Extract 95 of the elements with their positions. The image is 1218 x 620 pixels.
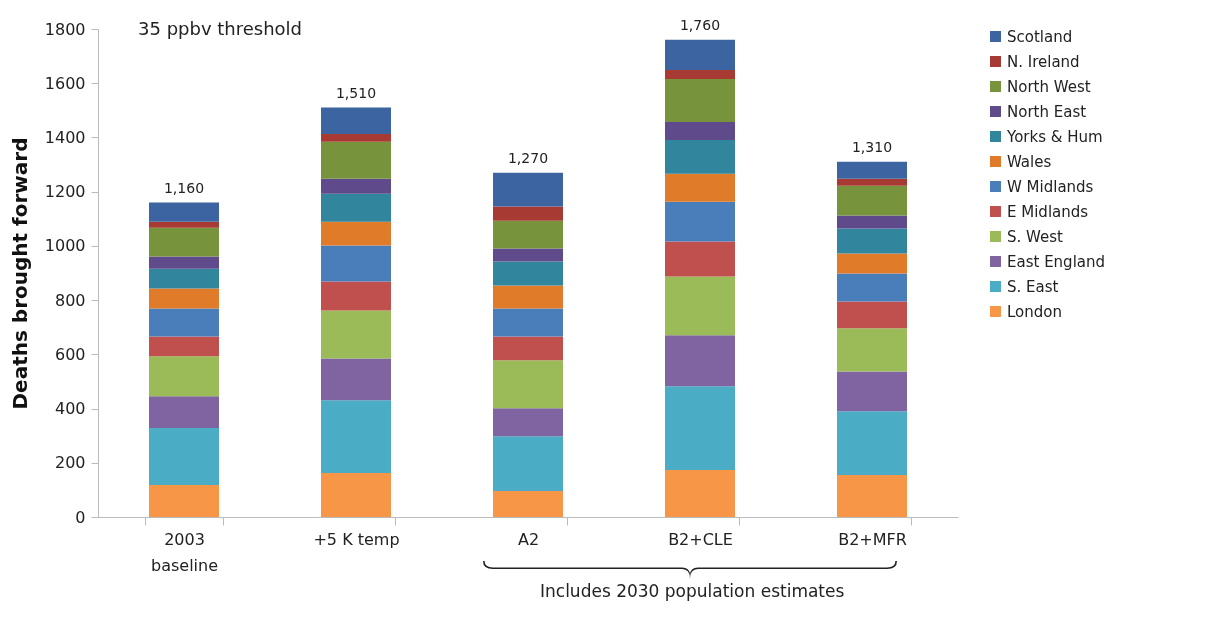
bar xyxy=(837,328,907,372)
x-tick-label: B2+CLE xyxy=(668,529,733,549)
bar xyxy=(149,428,219,486)
legend-label: North East xyxy=(1007,102,1087,121)
y-tick-label: 200 xyxy=(54,453,86,473)
bar xyxy=(837,301,907,329)
legend-label: N. Ireland xyxy=(1007,52,1080,71)
bar xyxy=(321,221,391,246)
x-tick-label: A2 xyxy=(517,529,540,549)
bar xyxy=(149,336,219,357)
y-tick-label: 400 xyxy=(54,399,86,419)
bar xyxy=(149,356,219,397)
bar xyxy=(665,241,735,277)
bar xyxy=(493,436,563,491)
legend-label: Wales xyxy=(1007,152,1052,171)
bar xyxy=(665,470,735,517)
y-tick-label: 800 xyxy=(54,290,86,310)
bar xyxy=(837,371,907,412)
bar xyxy=(321,178,391,194)
bar xyxy=(321,310,391,359)
bar xyxy=(321,245,391,282)
bar xyxy=(665,173,735,202)
bar xyxy=(149,202,219,222)
bar xyxy=(149,396,219,429)
bar xyxy=(493,336,563,361)
bar xyxy=(665,69,735,79)
bar xyxy=(149,268,219,289)
bar xyxy=(837,161,907,179)
bar xyxy=(837,228,907,254)
legend-label: W Midlands xyxy=(1007,177,1094,196)
x-tick-label: 2003 baseline xyxy=(150,529,219,575)
bar xyxy=(149,288,219,309)
legend-label: S. West xyxy=(1007,227,1064,246)
bar xyxy=(665,39,735,70)
bar xyxy=(493,172,563,207)
y-tick-label: 1800 xyxy=(44,19,86,39)
y-tick-label: 1000 xyxy=(44,236,86,256)
bar xyxy=(493,261,563,286)
legend-label: Yorks & Hum xyxy=(1006,127,1103,146)
bar xyxy=(837,273,907,302)
bar xyxy=(149,485,219,517)
bar xyxy=(837,178,907,186)
bar xyxy=(665,121,735,140)
bar xyxy=(837,411,907,475)
bar xyxy=(665,201,735,242)
x-tick-label: +5 K temp xyxy=(313,529,400,549)
bar xyxy=(493,248,563,262)
bar xyxy=(493,220,563,249)
total-label: 1,510 xyxy=(335,84,377,101)
bar xyxy=(321,107,391,134)
legend-label: S. East xyxy=(1007,277,1059,296)
total-label: 1,760 xyxy=(679,16,721,33)
bar xyxy=(321,400,391,474)
bar xyxy=(493,360,563,409)
bar xyxy=(321,281,391,311)
bar xyxy=(321,358,391,401)
bar xyxy=(837,253,907,274)
bar xyxy=(837,185,907,216)
legend-label: Scotland xyxy=(1007,27,1073,46)
total-label: 1,160 xyxy=(163,179,205,196)
bar xyxy=(321,133,391,142)
bar xyxy=(493,206,563,221)
bar xyxy=(493,408,563,437)
bar xyxy=(665,78,735,122)
text: Includes 2030 population estimates xyxy=(540,581,845,601)
bar xyxy=(149,221,219,228)
bar xyxy=(665,276,735,336)
y-tick-label: 1200 xyxy=(44,182,86,202)
total-label: 1,310 xyxy=(851,138,893,155)
bar xyxy=(665,139,735,174)
y-tick-label: 1400 xyxy=(44,127,86,147)
y-tick-label: 0 xyxy=(75,507,86,527)
legend-label: North West xyxy=(1007,77,1091,96)
bar xyxy=(665,386,735,471)
bar xyxy=(493,308,563,337)
legend-label: E Midlands xyxy=(1007,202,1089,221)
total-label: 1,270 xyxy=(507,149,549,166)
y-axis-title: Deaths brought forward xyxy=(7,137,32,410)
bar xyxy=(321,141,391,179)
y-tick-label: 1600 xyxy=(44,73,86,93)
bar xyxy=(493,285,563,309)
bar xyxy=(149,308,219,337)
bar xyxy=(493,490,563,517)
legend-label: East England xyxy=(1007,252,1106,271)
bar xyxy=(321,473,391,517)
y-tick-label: 600 xyxy=(54,344,86,364)
bar xyxy=(149,256,219,269)
bar xyxy=(665,335,735,387)
legend-label: London xyxy=(1007,302,1062,321)
bar xyxy=(837,474,907,517)
bar xyxy=(149,227,219,257)
annotation: 35 ppbv threshold xyxy=(138,18,303,39)
bar xyxy=(837,215,907,229)
bar xyxy=(321,193,391,222)
x-tick-label: B2+MFR xyxy=(838,529,907,549)
